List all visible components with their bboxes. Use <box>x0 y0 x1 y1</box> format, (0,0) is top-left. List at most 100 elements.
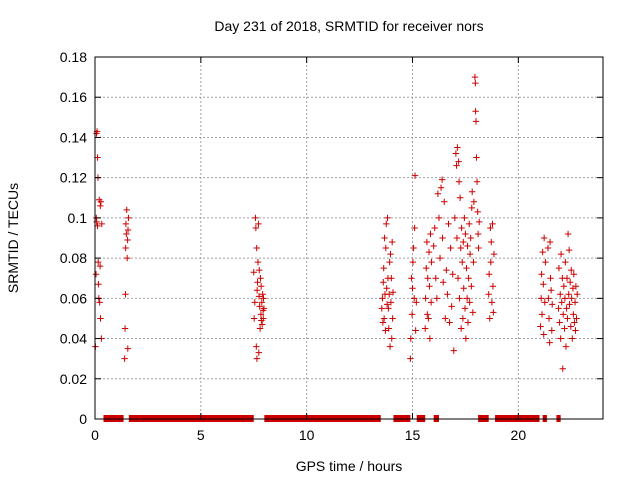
data-point <box>452 150 460 157</box>
data-point <box>559 365 566 372</box>
data-point <box>548 327 555 334</box>
data-point <box>565 291 572 298</box>
data-point <box>545 295 552 302</box>
data-point <box>568 266 575 274</box>
data-point <box>472 108 479 115</box>
data-point <box>459 258 466 266</box>
data-point <box>470 258 477 266</box>
data-point <box>253 287 261 294</box>
data-point <box>458 224 465 232</box>
data-point <box>425 315 432 322</box>
data-point <box>450 347 457 354</box>
data-point <box>251 299 259 306</box>
y-tick-label: 0.04 <box>60 331 87 347</box>
data-point <box>560 283 568 290</box>
data-point <box>485 291 492 298</box>
data-point <box>380 264 387 272</box>
data-point <box>555 305 562 312</box>
data-point <box>566 301 573 308</box>
x-tick-label: 0 <box>91 427 99 443</box>
data-point <box>97 202 104 210</box>
data-point <box>426 283 433 290</box>
data-point <box>468 283 475 290</box>
data-point <box>457 244 464 252</box>
data-point <box>460 285 467 292</box>
data-point <box>546 238 554 246</box>
data-point <box>475 218 483 226</box>
data-point <box>422 295 429 302</box>
data-point <box>427 230 434 238</box>
data-point <box>572 283 580 290</box>
data-point <box>428 258 435 266</box>
data-point <box>122 220 130 228</box>
y-tick-label: 0.02 <box>60 371 87 387</box>
data-point <box>254 258 262 266</box>
data-point <box>389 315 396 322</box>
data-point <box>257 283 265 290</box>
data-point <box>424 311 431 318</box>
data-point <box>573 291 581 298</box>
data-point <box>470 198 478 205</box>
data-point <box>571 319 578 326</box>
data-point <box>256 325 264 332</box>
data-point <box>431 224 438 232</box>
data-point <box>463 295 471 302</box>
data-point <box>382 244 390 252</box>
data-point <box>256 303 263 310</box>
data-point <box>422 325 429 332</box>
data-point <box>409 258 417 266</box>
data-point <box>542 258 549 266</box>
data-point <box>441 198 448 205</box>
data-point <box>557 250 565 258</box>
data-point <box>423 238 431 246</box>
data-point <box>96 262 104 270</box>
data-point <box>563 275 571 282</box>
data-point <box>123 254 131 262</box>
data-point <box>549 301 556 308</box>
data-point <box>97 198 105 205</box>
chart-title: Day 231 of 2018, SRMTID for receiver nor… <box>214 18 483 34</box>
data-point <box>464 319 472 326</box>
data-point <box>379 319 387 326</box>
data-point <box>556 319 563 326</box>
data-point <box>121 355 128 362</box>
data-point <box>260 295 267 302</box>
data-point <box>250 268 257 276</box>
data-point <box>257 311 265 318</box>
data-point <box>407 335 415 342</box>
data-point <box>386 291 393 298</box>
x-tick-label: 10 <box>299 427 315 443</box>
data-point <box>567 323 575 330</box>
data-point <box>545 315 553 322</box>
data-point <box>378 305 386 312</box>
data-point <box>455 158 462 165</box>
data-point <box>124 226 132 234</box>
data-point <box>257 275 264 282</box>
data-point <box>252 214 259 222</box>
data-point <box>438 176 446 183</box>
data-point <box>253 343 260 350</box>
data-point <box>408 311 416 318</box>
data-point <box>490 309 497 316</box>
data-point <box>443 266 450 274</box>
data-point <box>256 266 263 274</box>
data-point <box>255 293 263 300</box>
data-point <box>487 258 495 266</box>
data-point <box>468 188 476 195</box>
data-point <box>459 315 467 322</box>
data-point <box>541 299 548 306</box>
data-point <box>409 285 416 292</box>
data-point <box>472 118 480 125</box>
data-point <box>385 325 392 332</box>
data-point <box>489 220 496 228</box>
data-point <box>467 234 474 242</box>
data-point <box>447 244 454 252</box>
data-point <box>122 291 129 298</box>
data-point <box>471 73 479 81</box>
data-point <box>386 258 393 266</box>
data-point <box>546 339 553 346</box>
data-point <box>555 264 563 272</box>
data-point <box>98 220 105 228</box>
data-point <box>460 238 467 246</box>
